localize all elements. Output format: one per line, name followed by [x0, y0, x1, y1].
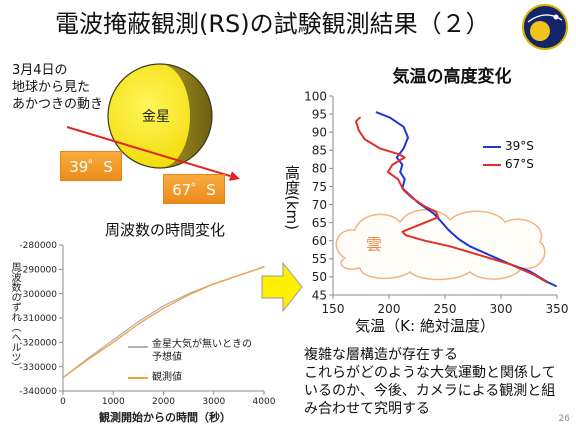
x-tick-label: 200	[378, 302, 401, 316]
trajectory-line	[66, 126, 231, 178]
venus-night-side	[160, 64, 212, 168]
legend-label-39s: 39°S	[505, 139, 534, 153]
x-tick-label: 1000	[102, 397, 125, 407]
mission-logo-icon	[522, 4, 568, 50]
x-tick-label: 4000	[253, 397, 276, 407]
y-tick-label: 50	[312, 270, 327, 284]
legend-swatch-observed	[128, 377, 148, 379]
y-tick-label: 60	[312, 234, 327, 248]
y-tick-label: 95	[312, 107, 327, 121]
y-tick-label: 100	[304, 89, 327, 103]
highlight-arrow-icon	[261, 261, 303, 313]
altitude-axis-label: 高度(km)	[283, 165, 301, 231]
series-line-2	[62, 266, 265, 379]
venus-outline	[107, 63, 213, 169]
venus-planet	[107, 63, 213, 169]
y-tick-label: -280000	[19, 241, 57, 251]
trajectory-arrowhead	[229, 171, 240, 181]
conclusion-text: 複雑な層構造が存在する これらがどのような大気運動と関係して いるのか、今後、カ…	[304, 346, 556, 418]
temperature-chart-title: 気温の高度変化	[392, 67, 512, 87]
conclusion-line: み合わせて究明する	[304, 401, 430, 417]
caption-line: あかつきの動き	[12, 97, 104, 112]
y-tick-label: -300000	[19, 290, 57, 300]
conclusion-line: 複雑な層構造が存在する	[304, 347, 458, 363]
track-label-67s: 67゜S	[163, 174, 225, 204]
frequency-chart-title: 周波数の時間変化	[104, 221, 225, 239]
x-tick-label: 2000	[152, 397, 175, 407]
y-tick-label: -330000	[19, 363, 57, 373]
y-tick-label: 45	[312, 288, 327, 302]
x-tick-label: 0	[60, 397, 66, 407]
y-tick-label: 80	[312, 162, 327, 176]
page-number: 26	[558, 414, 570, 424]
y-tick-label: 90	[312, 126, 327, 140]
logo-orbit	[527, 14, 563, 23]
cloud-label: 雲	[366, 235, 383, 254]
legend-swatch-67s	[483, 164, 501, 166]
legend-swatch-predicted	[128, 346, 148, 348]
trajectory-arrow	[66, 126, 240, 181]
conclusion-line: いるのか、今後、カメラによる観測と組	[304, 383, 556, 399]
caption-line: 3月4日の	[12, 63, 68, 78]
caption-line: 地球から見た	[12, 80, 91, 95]
slide-title: 電波掩蔽観測(RS)の試験観測結果（２）	[55, 10, 490, 38]
motion-caption: 3月4日の 地球から見た あかつきの動き	[12, 62, 103, 113]
conclusion-line: これらがどのような大気運動と関係して	[304, 365, 556, 381]
y-tick-label: -320000	[19, 339, 57, 349]
y-tick-label: 70	[312, 198, 327, 212]
legend-label-predicted: 金星大気が無いときの予想値	[152, 339, 252, 363]
x-tick-label: 150	[322, 302, 345, 316]
x-tick-label: 300	[490, 302, 513, 316]
logo-spacecraft	[553, 14, 559, 20]
legend-label-67s: 67°S	[505, 157, 534, 171]
y-tick-label: -310000	[19, 314, 57, 324]
x-tick-label: 350	[546, 302, 569, 316]
y-tick-label: -290000	[19, 266, 57, 276]
temperature-axis-label: 気温（K: 絶対温度）	[355, 317, 495, 335]
x-tick-label: 250	[434, 302, 457, 316]
frequency-y-axis-label: 周波数のずれ（ヘルツ）	[9, 262, 20, 372]
frequency-x-axis-label: 観測開始からの時間（秒）	[99, 411, 231, 424]
venus-label: 金星	[142, 109, 170, 125]
legend-swatch-39s	[483, 146, 501, 148]
series-line-2	[355, 116, 548, 284]
y-tick-label: 55	[312, 252, 327, 266]
y-tick-label: -340000	[19, 387, 57, 397]
y-tick-label: 85	[312, 144, 327, 158]
y-tick-label: 75	[312, 180, 327, 194]
logo-planet	[530, 21, 550, 41]
legend-label-observed: 観測値	[152, 372, 182, 383]
y-tick-label: 65	[312, 216, 327, 230]
track-label-39s: 39゜S	[60, 151, 122, 181]
x-tick-label: 3000	[202, 397, 225, 407]
